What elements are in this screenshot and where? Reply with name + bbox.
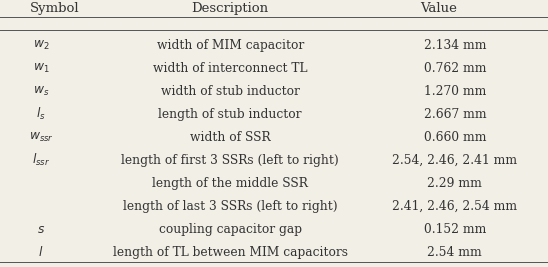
Text: 2.54 mm: 2.54 mm [427,246,482,259]
Text: 0.660 mm: 0.660 mm [424,131,486,144]
Text: length of TL between MIM capacitors: length of TL between MIM capacitors [113,246,347,259]
Text: 2.29 mm: 2.29 mm [427,177,482,190]
Text: 0.762 mm: 0.762 mm [424,62,486,75]
Text: $w_1$: $w_1$ [33,62,49,75]
Text: Symbol: Symbol [30,2,80,14]
Text: 2.54, 2.46, 2.41 mm: 2.54, 2.46, 2.41 mm [392,154,517,167]
Text: coupling capacitor gap: coupling capacitor gap [159,223,301,236]
Text: 2.41, 2.46, 2.54 mm: 2.41, 2.46, 2.54 mm [392,200,517,213]
Text: 2.134 mm: 2.134 mm [424,39,486,52]
Text: Description: Description [192,2,269,14]
Text: $l$: $l$ [38,245,44,259]
Text: 2.667 mm: 2.667 mm [424,108,486,121]
Text: width of MIM capacitor: width of MIM capacitor [157,39,304,52]
Text: $l_{ssr}$: $l_{ssr}$ [32,152,50,168]
Text: $s$: $s$ [37,223,45,236]
Text: $w_s$: $w_s$ [33,85,49,98]
Text: $w_{ssr}$: $w_{ssr}$ [28,131,54,144]
Text: width of interconnect TL: width of interconnect TL [153,62,307,75]
Text: length of first 3 SSRs (left to right): length of first 3 SSRs (left to right) [121,154,339,167]
Text: $l_s$: $l_s$ [36,106,46,122]
Text: width of stub inductor: width of stub inductor [161,85,300,98]
Text: Value: Value [420,2,457,14]
Text: $w_2$: $w_2$ [33,39,49,52]
Text: width of SSR: width of SSR [190,131,271,144]
Text: length of the middle SSR: length of the middle SSR [152,177,308,190]
Text: 0.152 mm: 0.152 mm [424,223,486,236]
Text: length of stub inductor: length of stub inductor [158,108,302,121]
Text: 1.270 mm: 1.270 mm [424,85,486,98]
Text: length of last 3 SSRs (left to right): length of last 3 SSRs (left to right) [123,200,338,213]
